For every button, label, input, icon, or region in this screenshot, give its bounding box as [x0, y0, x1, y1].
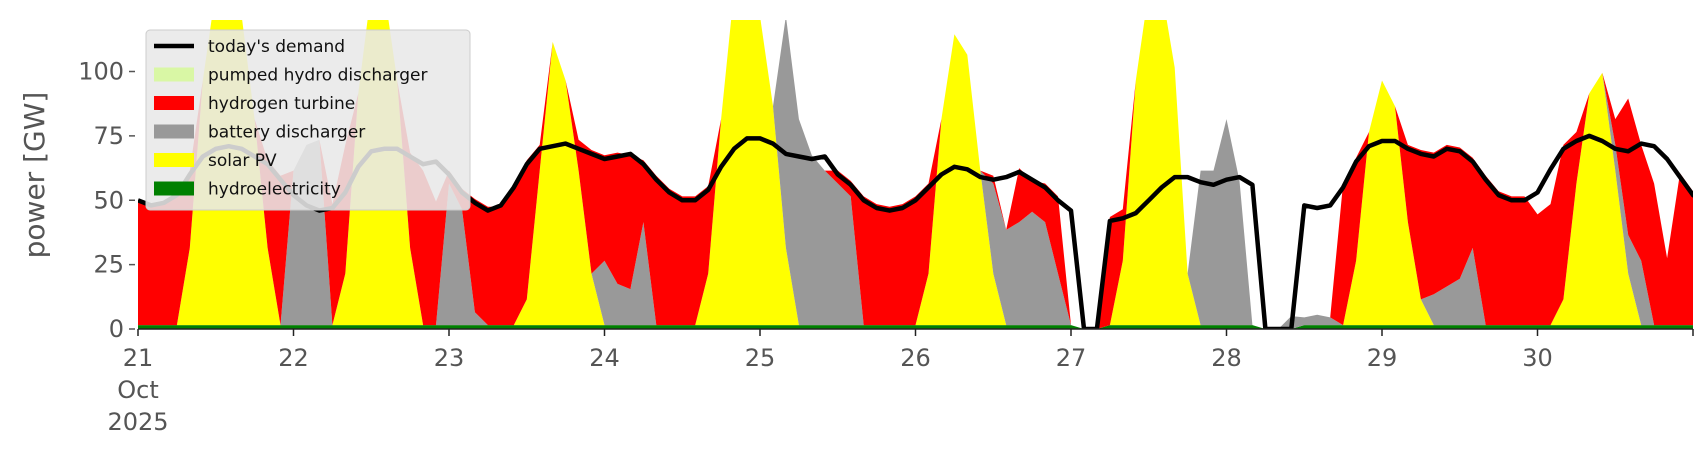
legend-label-solar-pv: solar PV [208, 151, 277, 171]
legend-frame [145, 29, 471, 211]
legend-label-pumped-hydro-discharger: pumped hydro discharger [208, 66, 427, 86]
legend-swatch-hydroelectricity [154, 181, 194, 196]
y-tick-label: 25 [93, 251, 124, 279]
y-tick-label: 75 [93, 122, 124, 150]
y-axis-label: power [GW] [18, 92, 51, 259]
x-tick-label: 30 [1522, 344, 1553, 372]
legend-label-hydrogen-turbine: hydrogen turbine [208, 94, 355, 114]
x-tick-label: 22 [278, 344, 309, 372]
area-hydrogen-turbine [138, 20, 1693, 329]
x-tick-label: 25 [745, 344, 776, 372]
x-tick-sublabel: Oct [117, 376, 159, 404]
x-axis: 21 22 23 24 25 26 27 28 29 30 Oct 2025 [107, 329, 1694, 436]
x-tick-label: 27 [1056, 344, 1087, 372]
x-tick-sublabel: 2025 [107, 408, 168, 436]
legend-swatch-pumped-hydro-discharger [154, 67, 194, 82]
x-tick-label: 28 [1211, 344, 1242, 372]
y-axis: 0 25 50 75 100 [78, 58, 135, 343]
legend-label-hydroelectricity: hydroelectricity [208, 180, 341, 200]
y-tick-label: 50 [93, 186, 124, 214]
legend-swatch-battery-discharger [154, 124, 194, 139]
stacked-areas [138, 20, 1693, 329]
y-tick-label: 0 [109, 315, 124, 343]
legend-swatch-solar-pv [154, 153, 194, 167]
x-tick-label: 24 [589, 344, 620, 372]
x-tick-label: 23 [434, 344, 465, 372]
legend-swatch-hydrogen-turbine [154, 96, 194, 110]
x-tick-label: 21 [123, 344, 154, 372]
x-tick-label: 29 [1367, 344, 1398, 372]
area-battery-discharger [138, 20, 1693, 329]
area-solar-pv [138, 20, 1693, 329]
x-tick-label: 26 [900, 344, 931, 372]
area-hydroelectricity [138, 325, 1693, 329]
y-tick-label: 100 [78, 58, 124, 86]
legend: today's demand pumped hydro discharger hyd… [145, 29, 471, 211]
legend-label-battery-discharger: battery discharger [208, 123, 365, 143]
legend-label-today-s-demand: today's demand [208, 37, 345, 57]
